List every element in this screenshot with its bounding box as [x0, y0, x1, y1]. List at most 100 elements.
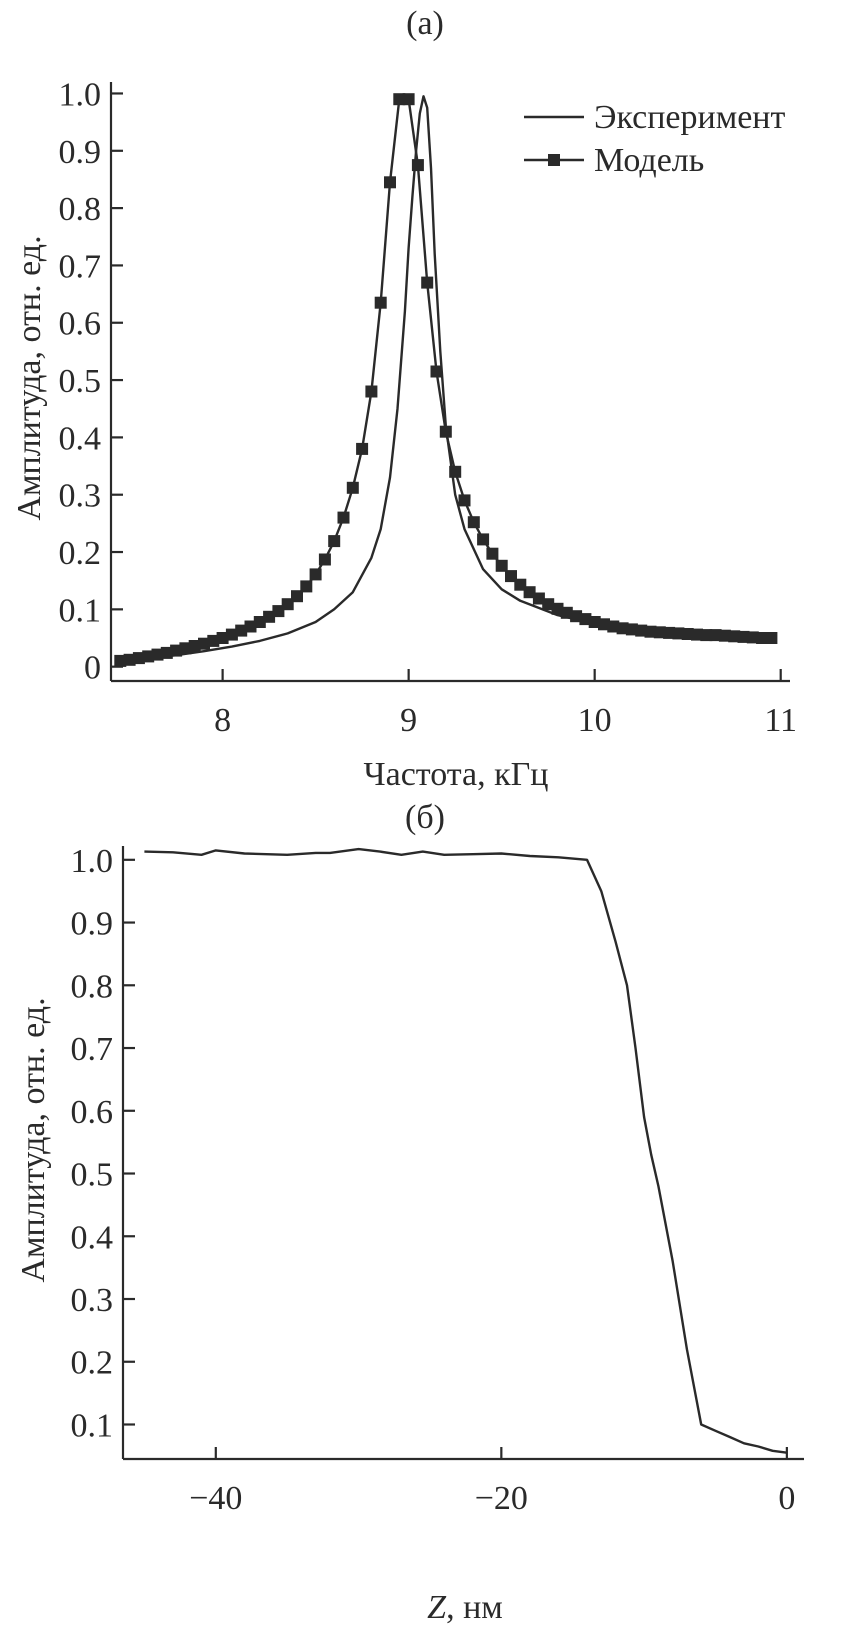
model-point	[216, 632, 229, 644]
model-point	[356, 442, 369, 455]
model-point	[709, 629, 722, 642]
y-tick-label: 0.8	[59, 191, 102, 228]
model-point	[616, 622, 629, 635]
model-point	[570, 610, 583, 623]
model-point	[746, 631, 759, 644]
y-tick-label: 0.3	[71, 1282, 114, 1319]
legend-label-model: Модель	[594, 142, 704, 179]
x-tick-label: 0	[778, 1480, 795, 1517]
model-point	[411, 159, 424, 172]
model-point	[123, 653, 136, 666]
model-point	[151, 648, 164, 661]
model-point	[198, 637, 210, 650]
panel-b-x-ticks: −40 −20 0	[189, 1447, 795, 1517]
panel-b-x-axis-variable: Z	[427, 1589, 447, 1626]
model-point	[291, 590, 303, 603]
y-tick-label: 0.3	[59, 478, 102, 515]
y-tick-label: 0.8	[71, 968, 114, 1005]
model-point	[300, 580, 313, 593]
model-point	[542, 598, 555, 611]
model-point	[263, 610, 276, 623]
model-point	[765, 632, 778, 644]
x-tick-label: 9	[400, 702, 417, 739]
model-point	[160, 646, 173, 659]
panel-a-y-axis-label: Амплитуда, отн. ед.	[11, 235, 48, 520]
model-point	[346, 481, 359, 494]
model-point	[225, 628, 238, 641]
model-point	[756, 632, 769, 644]
panel-label-b: (б)	[405, 799, 445, 836]
panel-a-axes	[109, 82, 790, 683]
model-point	[588, 616, 601, 628]
model-point	[560, 606, 573, 619]
panel-b-x-axis-label: Z, нм	[427, 1589, 503, 1626]
model-point	[653, 626, 666, 639]
panel-b-series	[144, 847, 788, 1454]
model-point	[644, 625, 657, 638]
series-line	[144, 847, 788, 1454]
model-point	[374, 296, 387, 309]
model-point	[598, 618, 610, 631]
model-point	[449, 465, 462, 478]
x-tick-label: −40	[189, 1480, 242, 1517]
model-point	[718, 629, 731, 642]
model-point	[281, 598, 294, 611]
y-tick-label: 0.5	[71, 1157, 114, 1194]
panel-a-chart: (a) 0 0.1 0.2 0.3 0.4 0.5 0.6 0.7 0.8 0.9 1.0 8 9 10…	[11, 5, 797, 793]
panel-b-x-axis-unit: , нм	[446, 1589, 503, 1626]
model-point	[179, 642, 192, 655]
model-point	[365, 385, 378, 398]
legend-label-experiment: Эксперимент	[594, 99, 785, 136]
y-tick-label: 0.5	[59, 363, 102, 400]
x-tick-label: 11	[764, 702, 797, 739]
model-point	[551, 602, 564, 615]
y-tick-label: 0.4	[71, 1219, 114, 1256]
x-tick-label: 8	[214, 702, 231, 739]
model-point	[523, 586, 536, 599]
y-tick-label: 1.0	[59, 76, 102, 113]
model-point	[737, 630, 750, 643]
model-point	[439, 425, 452, 438]
model-point	[170, 644, 183, 657]
y-tick-label: 0.2	[59, 535, 102, 572]
x-tick-label: −20	[475, 1480, 528, 1517]
model-point	[235, 624, 248, 637]
model-point	[393, 93, 406, 106]
model-point	[272, 605, 285, 618]
panel-a-y-ticks: 0 0.1 0.2 0.3 0.4 0.5 0.6 0.7 0.8 0.9 1.0	[59, 76, 123, 687]
model-point	[421, 276, 434, 289]
legend-marker-model	[548, 154, 560, 166]
model-point	[188, 640, 201, 652]
y-tick-label: 0.9	[71, 906, 114, 943]
y-tick-label: 0.4	[59, 420, 102, 457]
model-point	[514, 578, 527, 591]
panel-b-y-ticks: 0.1 0.2 0.3 0.4 0.5 0.6 0.7 0.8 0.9 1.0	[71, 843, 135, 1444]
panel-b-y-axis-label: Амплитуда, отн. ед.	[15, 997, 52, 1282]
panel-a-series	[114, 93, 778, 667]
model-point	[691, 628, 703, 641]
model-point	[309, 568, 322, 581]
legend: Эксперимент Модель	[524, 99, 785, 179]
y-tick-label: 0.7	[59, 248, 102, 285]
model-point	[486, 547, 499, 560]
model-point	[430, 365, 443, 378]
y-tick-label: 0.1	[59, 592, 102, 629]
model-point	[328, 535, 341, 548]
panel-a-x-ticks: 8 9 10 11	[214, 669, 797, 739]
model-point	[114, 654, 127, 667]
model-point	[607, 620, 620, 633]
y-tick-label: 0.1	[71, 1407, 114, 1444]
model-point	[253, 616, 266, 628]
y-tick-label: 0.9	[59, 134, 102, 171]
model-point	[244, 620, 257, 633]
model-point	[132, 652, 145, 665]
panel-b-axes	[121, 846, 804, 1461]
panel-a-x-axis-label: Частота, кГц	[364, 756, 549, 793]
y-tick-label: 0	[84, 650, 101, 687]
model-point	[635, 624, 648, 637]
model-point	[318, 553, 331, 566]
model-point	[681, 628, 694, 640]
model-point	[625, 623, 638, 636]
model-point	[467, 516, 480, 529]
